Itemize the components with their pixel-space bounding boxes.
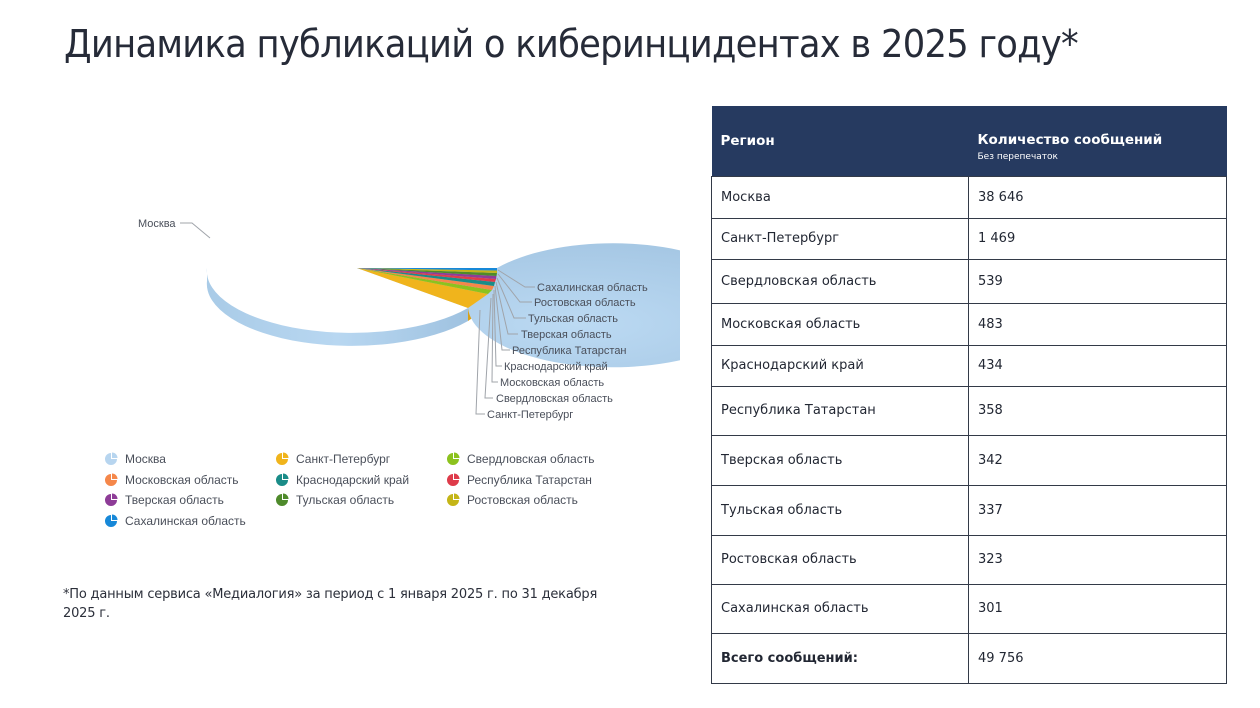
pie-icon [276, 493, 289, 507]
legend-label: Тульская область [296, 493, 395, 508]
legend-item-spb[interactable]: Санкт-Петербург [275, 452, 446, 466]
pie-side-moscow [206, 268, 468, 346]
data-label-moscow: Москва [138, 218, 176, 230]
page-title: Динамика публикаций о киберинцидентах в … [64, 22, 1079, 66]
cell-count: 38 646 [968, 175, 1227, 219]
pie-icon [105, 514, 118, 527]
data-label-tula: Тульская область [528, 313, 618, 325]
table-row: Санкт-Петербург 1 469 [711, 217, 1227, 260]
pie-slice-krasnodar[interactable] [357, 268, 495, 286]
pie-icon [447, 493, 460, 507]
cell-count: 1 469 [968, 217, 1227, 260]
table-total-row: Всего сообщений: 49 756 [711, 632, 1227, 684]
table-row: Ростовская область 323 [711, 534, 1227, 585]
data-label-tver: Тверская область [521, 329, 612, 341]
data-label-krasnodar: Краснодарский край [504, 361, 608, 373]
header-count-label: Количество сообщений [977, 131, 1163, 148]
pie-slice-spb[interactable] [357, 268, 488, 308]
legend-item-sverdlovsk[interactable]: Свердловская область [446, 452, 617, 466]
data-label-tatarstan: Республика Татарстан [512, 345, 627, 357]
legend-item-sakhalin[interactable]: Сахалинская область [104, 514, 275, 528]
pie-slice-tatarstan[interactable] [357, 268, 496, 282]
cell-region: Сахалинская область [711, 583, 969, 634]
data-label-rostov: Ростовская область [534, 297, 636, 309]
pie-slice-moscow-oblast[interactable] [357, 268, 494, 290]
data-label-moscow-oblast: Московская область [500, 377, 604, 389]
pie-icon [447, 473, 460, 486]
cell-region: Санкт-Петербург [711, 217, 969, 260]
legend-item-tatarstan[interactable]: Республика Татарстан [446, 473, 617, 487]
legend-item-rostov[interactable]: Ростовская область [446, 493, 617, 507]
cell-region: Краснодарский край [711, 344, 969, 387]
pie-slice-sverdlovsk[interactable] [357, 268, 492, 294]
pie-slice-tver[interactable] [357, 268, 497, 279]
cell-region: Свердловская область [711, 258, 969, 304]
cell-region: Тверская область [711, 434, 969, 486]
legend-item-tver[interactable]: Тверская область [104, 493, 275, 507]
table-row: Тверская область 342 [711, 434, 1227, 486]
header-region: Регион [711, 106, 969, 176]
data-label-sakhalin: Сахалинская область [537, 282, 648, 294]
table-row: Республика Татарстан 358 [711, 385, 1227, 436]
pie-icon [447, 452, 460, 466]
legend-label: Московская область [125, 472, 239, 487]
table-row: Сахалинская область 301 [711, 583, 1227, 634]
legend-label: Москва [125, 452, 166, 467]
data-label-sverdlovsk: Свердловская область [496, 393, 613, 405]
data-label-spb: Санкт-Петербург [487, 409, 573, 421]
legend-item-moscow[interactable]: Москва [104, 452, 275, 466]
pie-slice-tula[interactable] [357, 268, 497, 276]
legend-item-krasnodar[interactable]: Краснодарский край [275, 473, 446, 487]
cell-count: 301 [968, 583, 1227, 634]
pie-icon [105, 493, 118, 507]
cell-count: 358 [968, 385, 1227, 436]
table-row: Московская область 483 [711, 302, 1227, 346]
legend-label: Краснодарский край [296, 472, 410, 487]
pie-chart: Москва Сахалинская область Ростовская об… [100, 190, 680, 550]
total-label: Всего сообщений: [711, 632, 969, 684]
cell-region: Москва [711, 175, 969, 219]
legend-label: Свердловская область [467, 452, 595, 467]
pie-icon [276, 473, 289, 486]
legend-label: Сахалинская область [125, 513, 246, 528]
table-row: Москва 38 646 [711, 175, 1227, 219]
table-header-row: Регион Количество сообщений Без перепеча… [711, 106, 1227, 176]
header-count-sub: Без перепечаток [977, 151, 1058, 162]
cell-count: 323 [968, 534, 1227, 585]
legend-label: Санкт-Петербург [296, 452, 391, 467]
table-row: Свердловская область 539 [711, 258, 1227, 304]
cell-region: Тульская область [711, 484, 969, 536]
pie-icon [105, 452, 118, 466]
pie-chart-graphic: Москва Сахалинская область Ростовская об… [138, 218, 680, 421]
cell-count: 483 [968, 302, 1227, 346]
legend-label: Ростовская область [467, 493, 578, 508]
cell-count: 539 [968, 258, 1227, 304]
total-value: 49 756 [968, 632, 1227, 684]
legend-label: Республика Татарстан [467, 472, 592, 487]
cell-region: Московская область [711, 302, 969, 346]
source-footnote: *По данным сервиса «Медиалогия» за перио… [63, 587, 598, 621]
pie-slice-rostov[interactable] [357, 268, 497, 273]
pie-slice-sakhalin[interactable] [357, 268, 497, 271]
cell-region: Ростовская область [711, 534, 969, 585]
legend-item-tula[interactable]: Тульская область [275, 493, 446, 507]
table-row: Краснодарский край 434 [711, 344, 1227, 387]
cell-count: 434 [968, 344, 1227, 387]
cell-count: 337 [968, 484, 1227, 536]
pie-icon [105, 473, 118, 486]
header-count: Количество сообщений Без перепечаток [968, 106, 1227, 176]
cell-region: Республика Татарстан [711, 385, 969, 436]
table-row: Тульская область 337 [711, 484, 1227, 536]
legend-item-moscow-oblast[interactable]: Московская область [104, 473, 275, 487]
chart-legend: Москва Санкт-Петербург Свердловская обла… [104, 449, 624, 531]
pie-icon [276, 452, 289, 466]
legend-label: Тверская область [125, 493, 224, 508]
leader-lines [180, 222, 535, 415]
regions-table: Регион Количество сообщений Без перепеча… [711, 106, 1227, 684]
cell-count: 342 [968, 434, 1227, 486]
regions-table-container: Регион Количество сообщений Без перепеча… [711, 106, 1227, 684]
